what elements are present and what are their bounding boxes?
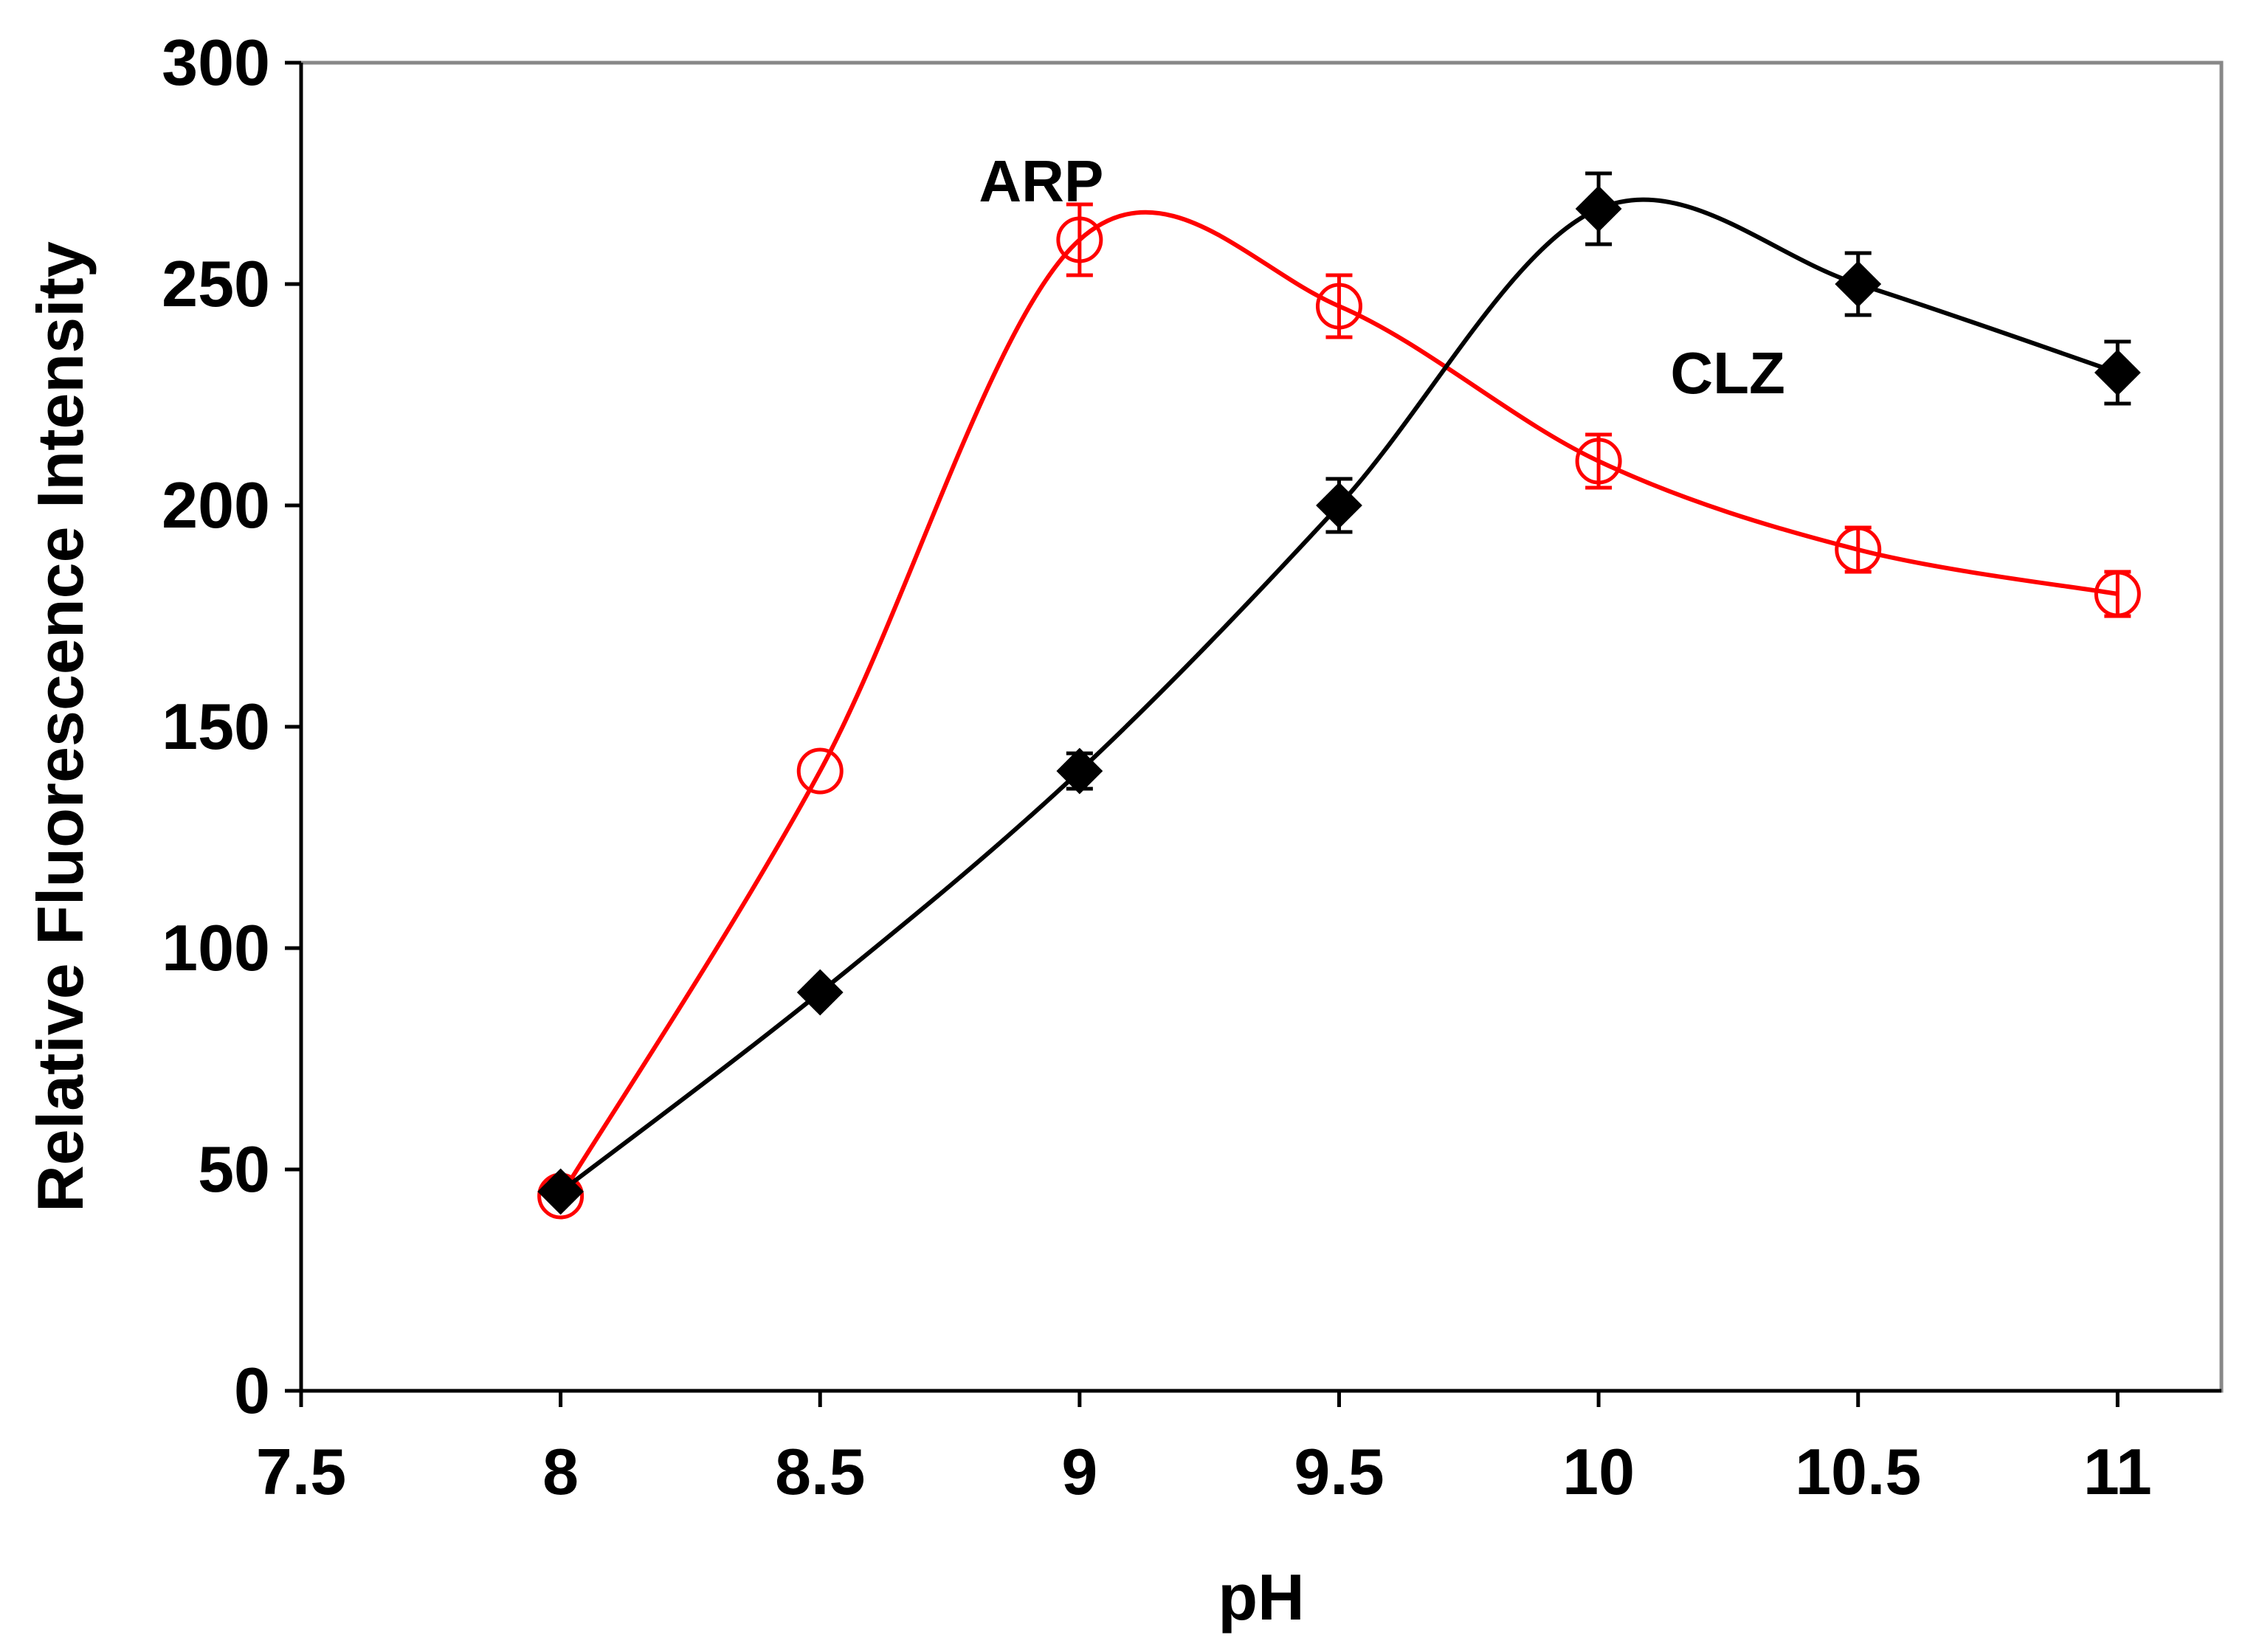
x-tick-label: 11 [2083, 1435, 2152, 1508]
series-layer [537, 171, 2141, 1220]
x-tick-label: 10.5 [1795, 1435, 1921, 1508]
x-axis-title: pH [1218, 1561, 1304, 1634]
data-point-clz [1316, 482, 1362, 529]
series-label-arp: ARP [979, 148, 1103, 214]
y-axis-title: Relative Fluorescence Intensity [24, 241, 97, 1212]
y-tick-label: 0 [234, 1354, 270, 1427]
data-point-arp [1056, 216, 1103, 263]
x-tick-label: 9 [1061, 1435, 1097, 1508]
y-tick-label: 50 [198, 1133, 270, 1206]
label-layer: ARP CLZ [979, 148, 1784, 406]
error-bar-arp [1066, 202, 1093, 277]
data-point-clz [796, 969, 844, 1016]
x-tick-label: 8.5 [775, 1435, 865, 1508]
data-point-arp [1835, 526, 1882, 573]
error-bar-arp [1585, 432, 1613, 490]
plot-frame [299, 61, 2224, 1393]
y-tick-label: 150 [162, 690, 270, 763]
data-point-arp [1315, 283, 1362, 330]
data-point-arp [1575, 438, 1622, 485]
series-label-clz: CLZ [1670, 340, 1785, 406]
data-point-clz [2094, 349, 2141, 396]
series-arp [537, 202, 2141, 1220]
plot-area [299, 61, 2224, 1393]
data-point-arp [2094, 570, 2141, 618]
series-clz [537, 171, 2141, 1215]
data-point-clz [1575, 185, 1622, 232]
x-tick-label: 8 [542, 1435, 579, 1508]
series-line-arp [559, 210, 2118, 1197]
x-tick-label: 9.5 [1294, 1435, 1384, 1508]
x-tick-label: 7.5 [256, 1435, 346, 1508]
y-tick-label: 250 [162, 247, 270, 320]
data-point-arp [796, 747, 844, 795]
x-tick-label: 10 [1562, 1435, 1635, 1508]
data-point-clz [1056, 747, 1103, 795]
y-tick-label: 200 [162, 469, 270, 542]
x-axis: 7.5 8 8.5 9 9.5 10 10.5 11 [256, 1389, 2221, 1508]
data-point-clz [537, 1168, 584, 1215]
y-tick-label: 300 [162, 26, 270, 99]
data-point-clz [1835, 260, 1882, 308]
y-tick-label: 100 [162, 911, 270, 984]
y-axis: 0 50 100 150 200 250 300 [162, 26, 303, 1427]
